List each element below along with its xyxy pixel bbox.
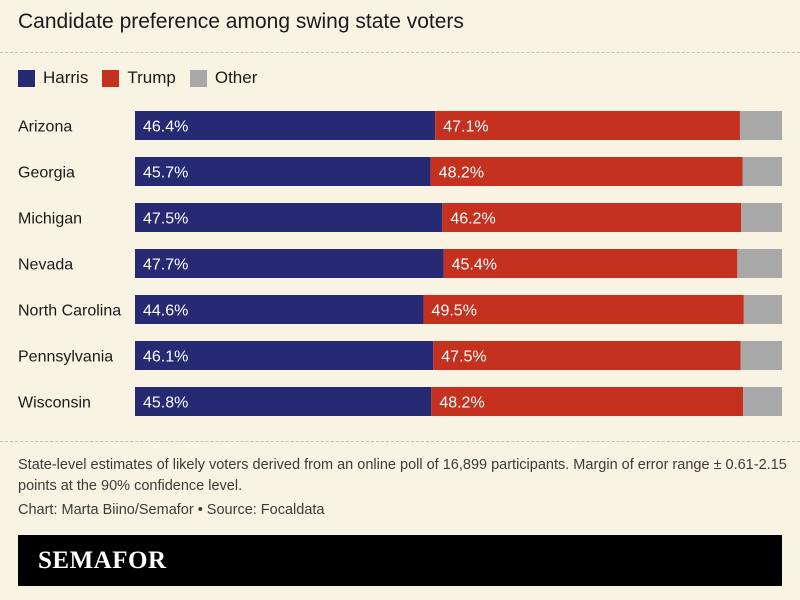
legend-swatch-other <box>189 69 207 87</box>
bar-trump-pennsylvania <box>433 341 741 370</box>
bar-trump-nevada <box>443 249 738 278</box>
category-label-pennsylvania: Pennsylvania <box>18 349 113 366</box>
bar-harris-pennsylvania <box>135 341 434 370</box>
category-label-arizona: Arizona <box>18 119 72 136</box>
legend-label-trump: Trump <box>127 68 176 87</box>
legend-label-other: Other <box>214 68 258 87</box>
bar-other-north-carolina <box>743 295 782 324</box>
category-label-nevada: Nevada <box>18 257 73 274</box>
bar-other-wisconsin <box>743 387 782 416</box>
bar-harris-north-carolina <box>135 295 424 324</box>
bar-other-nevada <box>737 249 782 278</box>
category-label-wisconsin: Wisconsin <box>18 395 91 412</box>
legend-item-trump: Trump <box>102 68 176 88</box>
legend-swatch-harris <box>18 69 35 87</box>
legend-item-other: Other <box>189 68 258 88</box>
bar-harris-nevada <box>135 249 444 278</box>
footnote: State-level estimates of likely voters d… <box>18 457 787 494</box>
bar-other-arizona <box>739 111 782 140</box>
bar-trump-north-carolina <box>423 295 744 324</box>
category-label-georgia: Georgia <box>18 165 75 182</box>
value-label-trump-north-carolina: 49.5% <box>432 303 477 320</box>
value-label-trump-pennsylvania: 47.5% <box>441 349 486 366</box>
bar-trump-arizona <box>435 111 740 140</box>
value-label-harris-north-carolina: 44.6% <box>143 303 188 320</box>
bar-other-michigan <box>741 203 782 232</box>
value-label-trump-arizona: 47.1% <box>443 119 488 136</box>
value-label-harris-michigan: 47.5% <box>143 211 188 228</box>
semafor-logo: SEMAFOR <box>38 547 167 574</box>
bar-other-pennsylvania <box>740 341 782 370</box>
value-label-trump-wisconsin: 48.2% <box>439 395 484 412</box>
legend-item-harris: Harris <box>18 68 88 88</box>
value-label-harris-pennsylvania: 46.1% <box>143 349 188 366</box>
value-label-harris-nevada: 47.7% <box>143 257 188 274</box>
bar-harris-arizona <box>135 111 436 140</box>
value-label-trump-nevada: 45.4% <box>452 257 497 274</box>
value-label-harris-arizona: 46.4% <box>143 119 188 136</box>
brand-bar: SEMAFOR <box>18 535 782 586</box>
value-label-trump-michigan: 46.2% <box>450 211 495 228</box>
bar-harris-georgia <box>135 157 431 186</box>
legend: Harris Trump Other <box>18 68 257 88</box>
bar-harris-wisconsin <box>135 387 432 416</box>
category-label-michigan: Michigan <box>18 211 82 228</box>
bar-other-georgia <box>742 157 782 186</box>
bottom-divider <box>0 441 800 442</box>
chart-title: Candidate preference among swing state v… <box>18 10 464 33</box>
value-label-harris-georgia: 45.7% <box>143 165 188 182</box>
bar-trump-georgia <box>430 157 743 186</box>
value-label-harris-wisconsin: 45.8% <box>143 395 188 412</box>
source-credit: Chart: Marta Biino/Semafor • Source: Foc… <box>18 502 325 518</box>
value-label-trump-georgia: 48.2% <box>439 165 484 182</box>
stacked-bar-chart: Arizona 46.4% 47.1% Georgia 45.7% 48.2% Michig… <box>18 111 782 416</box>
top-divider <box>0 52 800 53</box>
legend-swatch-trump <box>102 69 120 87</box>
category-label-north-carolina: North Carolina <box>18 303 121 320</box>
bar-trump-wisconsin <box>431 387 744 416</box>
legend-label-harris: Harris <box>43 68 89 87</box>
bar-harris-michigan <box>135 203 443 232</box>
bar-trump-michigan <box>442 203 742 232</box>
